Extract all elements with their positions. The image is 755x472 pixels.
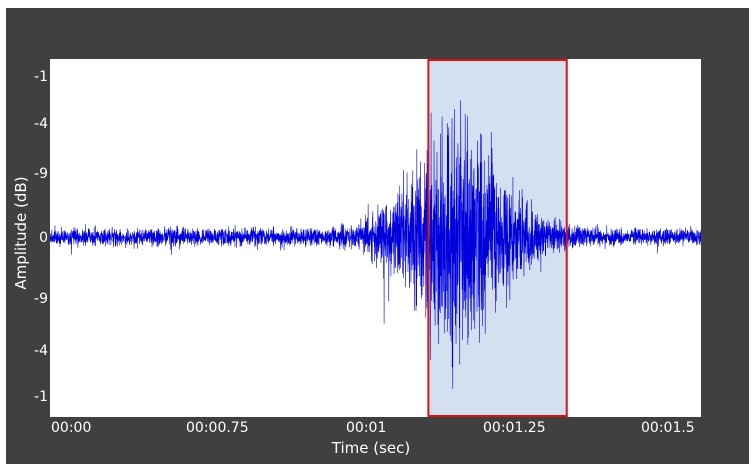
- waveform-line: [50, 100, 701, 389]
- y-tick-label: -9: [34, 291, 48, 307]
- x-tick-label: 00:00.75: [186, 420, 249, 436]
- x-tick-label: 00:01: [346, 420, 387, 436]
- y-tick-label: 0: [39, 230, 48, 246]
- y-axis-title: Amplitude (dB): [12, 176, 30, 290]
- plot-area[interactable]: [50, 59, 701, 417]
- x-tick-label: 00:00: [51, 420, 92, 436]
- y-tick-label: -1: [34, 389, 48, 405]
- waveform-chart[interactable]: [50, 59, 701, 417]
- x-tick-label: 00:01.25: [483, 420, 546, 436]
- y-tick-label: -4: [34, 116, 48, 132]
- y-tick-label: -4: [34, 343, 48, 359]
- waveform-trace: [50, 100, 701, 389]
- x-tick-label: 00:01.5: [641, 420, 695, 436]
- y-tick-label: -9: [34, 166, 48, 182]
- y-tick-label: -1: [34, 69, 48, 85]
- selection-border[interactable]: [427, 59, 568, 417]
- x-axis-title: Time (sec): [331, 439, 411, 457]
